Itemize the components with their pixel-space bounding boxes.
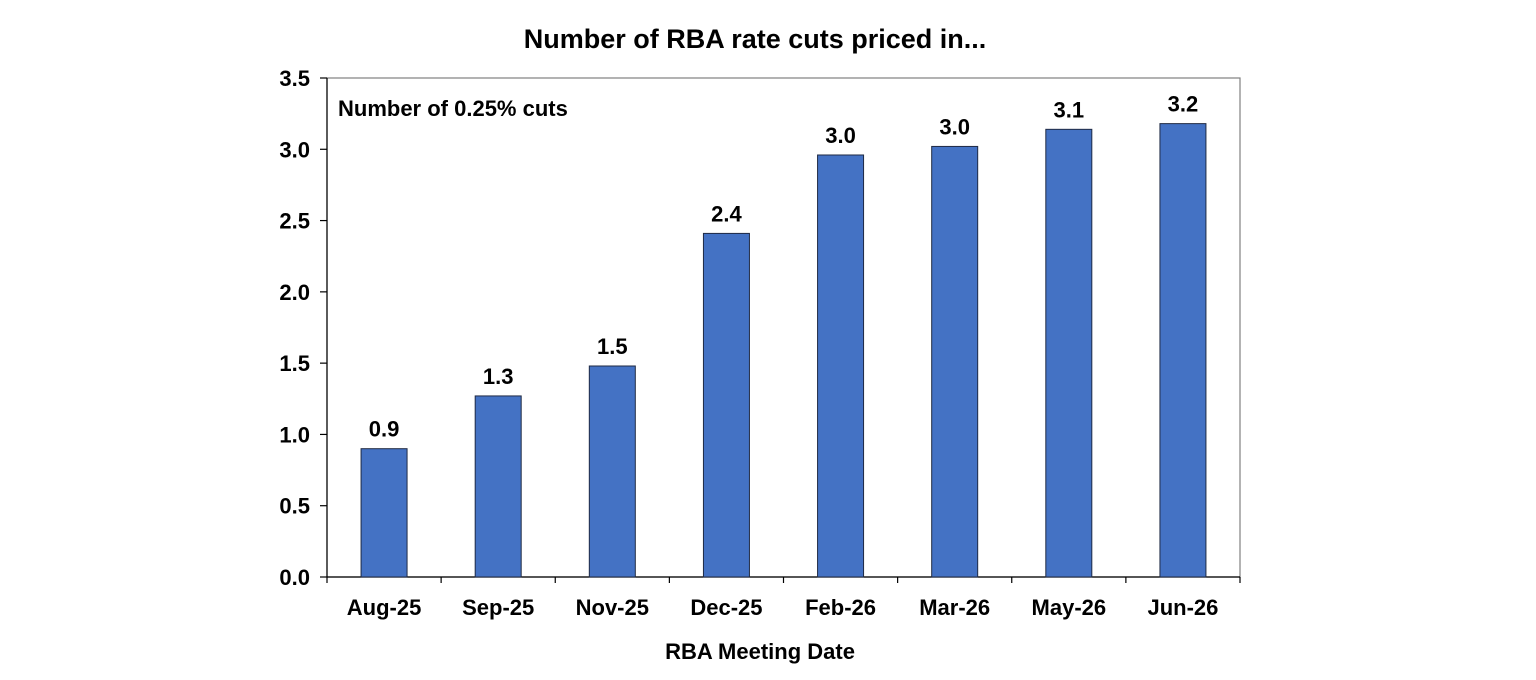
x-axis-title: RBA Meeting Date [665,639,855,664]
bar [474,395,522,578]
data-label: 0.9 [369,417,400,442]
data-label: 2.4 [711,201,742,226]
bar [931,145,979,578]
chart-annotation: Number of 0.25% cuts [338,96,568,121]
y-tick-label: 2.5 [279,209,310,234]
data-label: 3.1 [1054,97,1085,122]
y-tick-label: 1.5 [279,351,310,376]
data-label: 1.5 [597,334,628,359]
y-tick-label: 1.0 [279,422,310,447]
x-tick-label: Aug-25 [347,595,422,620]
bar [360,448,408,578]
bar [1159,123,1207,578]
x-tick-label: Feb-26 [805,595,876,620]
y-tick-label: 2.0 [279,280,310,305]
data-label: 1.3 [483,364,514,389]
bar [817,154,865,578]
data-label: 3.2 [1168,92,1199,117]
y-tick-label: 3.0 [279,137,310,162]
data-label: 3.0 [939,114,970,139]
x-tick-label: Sep-25 [462,595,534,620]
bar [588,365,636,578]
chart-title: Number of RBA rate cuts priced in... [524,24,987,54]
x-tick-label: May-26 [1032,595,1107,620]
plot-area: 0.0 0.5 1.0 1.5 2.0 2.5 3.0 3.5 0.9 Aug-25 1.3 Sep-… [279,66,1241,620]
plot-frame [326,77,1241,578]
x-tick-label: Nov-25 [576,595,649,620]
y-tick-label: 0.5 [279,494,310,519]
y-tick-label: 0.0 [279,565,310,590]
x-tick-label: Jun-26 [1147,595,1218,620]
data-label: 3.0 [825,123,856,148]
x-tick-label: Mar-26 [919,595,990,620]
bar [702,232,750,578]
bar [1045,128,1093,578]
x-tick-label: Dec-25 [690,595,762,620]
y-tick-label: 3.5 [279,66,310,91]
